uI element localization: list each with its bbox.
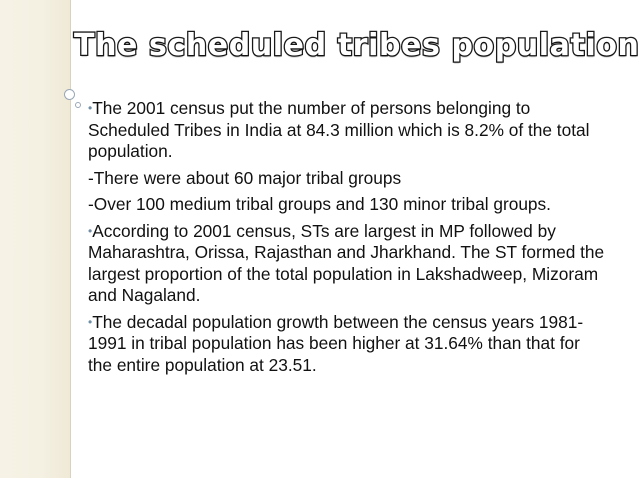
paragraph-text: -Over 100 medium tribal groups and 130 m… [88, 194, 551, 214]
paragraph-text: The decadal population growth between th… [88, 311, 584, 375]
paragraph-1: •The 2001 census put the number of perso… [88, 98, 608, 163]
paragraph-5: •The decadal population growth between t… [88, 312, 608, 377]
paragraph-text: -There were about 60 major tribal groups [88, 167, 402, 188]
bullet-marker: • [88, 223, 93, 238]
band-edge-line [70, 0, 71, 478]
paragraph-text: According to 2001 census, STs are larges… [88, 220, 605, 306]
paragraph-text: The 2001 census put the number of person… [88, 98, 590, 161]
slide-body: •The 2001 census put the number of perso… [88, 98, 608, 381]
decorative-small-circle-icon [75, 102, 81, 108]
decorative-circle-icon [64, 89, 75, 100]
bullet-marker: • [88, 101, 93, 115]
bullet-marker: • [88, 314, 93, 329]
left-decorative-band [0, 0, 70, 478]
paragraph-4: •According to 2001 census, STs are large… [88, 221, 608, 307]
slide-title: The scheduled tribes population [73, 27, 638, 65]
paragraph-2: -There were about 60 major tribal groups [88, 168, 608, 190]
paragraph-3: -Over 100 medium tribal groups and 130 m… [88, 194, 608, 216]
